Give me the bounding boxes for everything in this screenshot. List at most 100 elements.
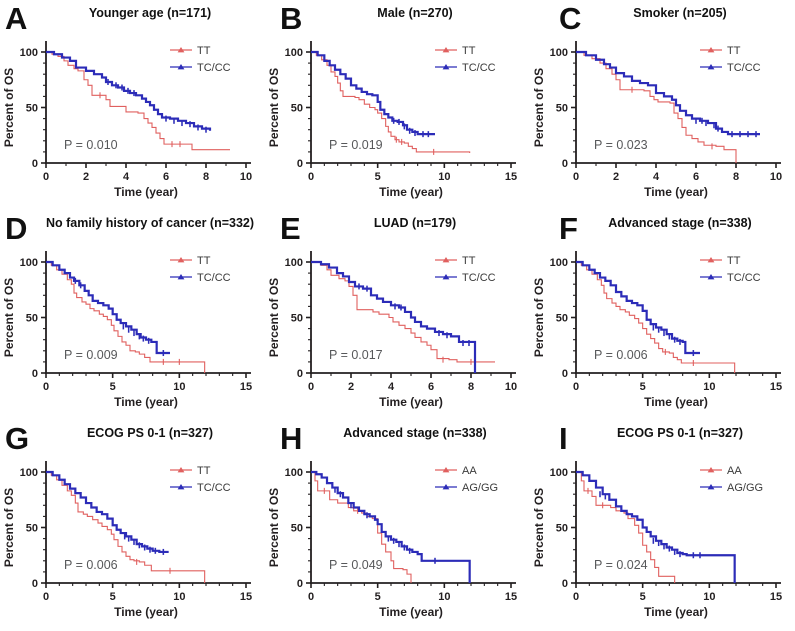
x-tick-label: 10: [770, 171, 782, 183]
x-tick-label: 5: [375, 591, 381, 603]
panel-letter: B: [280, 1, 302, 36]
km-plot: 0 50 100 0 5 10 15 Time (year) Percent of OS TT TC…: [2, 461, 252, 619]
panel-D: D No family history of cancer (n=332) 0 5…: [0, 210, 265, 420]
legend-label: AG/GG: [727, 482, 763, 494]
panel-title: Younger age (n=171): [88, 6, 212, 20]
y-axis-label: Percent of OS: [2, 278, 16, 357]
panel-A: A Younger age (n=171) 0 50 100 0 2 4 6 8 10 Time …: [0, 0, 265, 210]
legend-marker: [707, 484, 715, 490]
x-axis-label: Time (year): [114, 395, 178, 409]
legend-label: TC/CC: [727, 62, 761, 74]
x-tick-label: 4: [123, 171, 130, 183]
km-curve: [576, 471, 676, 583]
p-value: P = 0.023: [594, 138, 648, 152]
panel-letter: I: [559, 421, 568, 456]
km-plot: 0 50 100 0 2 4 6 8 10 Time (year) Percent of OS TT T…: [2, 41, 252, 199]
x-tick-label: 6: [428, 381, 434, 393]
x-axis-label: Time (year): [644, 605, 708, 619]
legend-marker: [177, 257, 185, 263]
legend-marker: [707, 274, 715, 280]
x-axis-label: Time (year): [379, 185, 443, 199]
y-tick-label: 50: [26, 523, 38, 535]
y-tick-label: 0: [562, 578, 568, 590]
panel-title: ECOG PS 0-1 (n=327): [86, 426, 214, 440]
y-axis-label: Percent of OS: [532, 488, 546, 567]
y-tick-label: 50: [291, 523, 303, 535]
legend-label: TT: [197, 45, 211, 57]
km-curve: [311, 51, 471, 154]
x-tick-label: 10: [703, 381, 715, 393]
panel-letter: D: [5, 211, 27, 246]
km-curve: [576, 470, 736, 583]
legend-label: TT: [462, 45, 476, 57]
panel-E: E LUAD (n=179) 0 50 100 0 2 4 6 8 10 Time (year) P…: [265, 210, 530, 420]
x-tick-label: 4: [653, 171, 660, 183]
legend-marker: [442, 257, 450, 263]
x-tick-label: 15: [505, 591, 517, 603]
x-tick-label: 0: [43, 591, 49, 603]
x-tick-label: 8: [203, 171, 209, 183]
p-value: P = 0.019: [329, 138, 383, 152]
panel-title: Advanced stage (n=338): [608, 216, 752, 230]
legend-marker: [177, 47, 185, 53]
y-tick-label: 0: [32, 368, 38, 380]
km-curve: [576, 261, 736, 373]
x-tick-label: 15: [770, 591, 782, 603]
km-curve: [46, 260, 170, 355]
x-tick-label: 6: [693, 171, 699, 183]
y-axis-label: Percent of OS: [532, 278, 546, 357]
x-axis-label: Time (year): [379, 605, 443, 619]
x-tick-label: 8: [468, 381, 474, 393]
y-axis-label: Percent of OS: [267, 68, 281, 147]
legend-marker: [442, 484, 450, 490]
panel-I: I ECOG PS 0-1 (n=327) 0 50 100 0 5 10 15 Time (…: [530, 420, 795, 631]
x-tick-label: 2: [83, 171, 89, 183]
y-axis-label: Percent of OS: [2, 488, 16, 567]
x-tick-label: 2: [613, 171, 619, 183]
panel-title: ECOG PS 0-1 (n=327): [616, 426, 744, 440]
legend-label: AG/GG: [462, 482, 498, 494]
legend-marker: [707, 64, 715, 70]
km-plot: 0 50 100 0 5 10 15 Time (year) Percent of OS TT TC…: [267, 41, 517, 199]
x-axis-label: Time (year): [644, 185, 708, 199]
legend-marker: [177, 484, 185, 490]
x-tick-label: 0: [308, 381, 314, 393]
y-tick-label: 0: [562, 158, 568, 170]
legend-marker: [707, 467, 715, 473]
y-tick-label: 100: [550, 467, 568, 479]
x-tick-label: 10: [703, 591, 715, 603]
x-axis-label: Time (year): [114, 605, 178, 619]
x-axis-label: Time (year): [114, 185, 178, 199]
x-tick-label: 0: [308, 171, 314, 183]
km-plot: 0 50 100 0 5 10 15 Time (year) Percent of OS AA AG…: [267, 461, 517, 619]
panel-C: C Smoker (n=205) 0 50 100 0 2 4 6 8 10 Time (year…: [530, 0, 795, 210]
p-value: P = 0.010: [64, 138, 118, 152]
y-axis-label: Percent of OS: [532, 68, 546, 147]
panel-letter: E: [280, 211, 301, 246]
y-tick-label: 100: [285, 47, 303, 59]
x-tick-label: 10: [505, 381, 517, 393]
x-tick-label: 15: [240, 381, 252, 393]
x-tick-label: 0: [573, 591, 579, 603]
x-tick-label: 0: [308, 591, 314, 603]
x-tick-label: 8: [733, 171, 739, 183]
x-tick-label: 15: [505, 171, 517, 183]
y-axis-label: Percent of OS: [267, 278, 281, 357]
y-tick-label: 100: [550, 47, 568, 59]
panel-title: Male (n=270): [377, 6, 453, 20]
y-tick-label: 100: [550, 257, 568, 269]
x-tick-label: 10: [438, 171, 450, 183]
x-tick-label: 4: [388, 381, 395, 393]
legend-label: TC/CC: [462, 62, 496, 74]
legend-label: TT: [197, 255, 211, 267]
x-tick-label: 5: [640, 381, 646, 393]
legend-marker: [442, 467, 450, 473]
legend-label: TT: [462, 255, 476, 267]
km-curve: [576, 50, 760, 136]
y-tick-label: 50: [291, 313, 303, 325]
km-curve: [46, 471, 206, 583]
legend-marker: [442, 64, 450, 70]
y-tick-label: 100: [20, 467, 38, 479]
y-tick-label: 0: [32, 578, 38, 590]
